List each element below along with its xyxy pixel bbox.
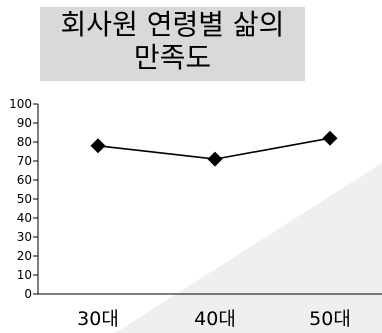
y-tick-label: 30 [17, 230, 32, 244]
data-point-marker [322, 130, 338, 146]
y-tick-label: 90 [17, 116, 32, 130]
data-series [90, 130, 338, 167]
x-category-label: 40대 [194, 308, 236, 330]
y-tick-label: 40 [17, 211, 32, 225]
data-point-marker [90, 138, 106, 154]
data-point-marker [207, 151, 223, 167]
y-tick-label: 0 [24, 287, 32, 301]
chart-title-background [40, 7, 305, 81]
background-wedge [115, 163, 382, 333]
x-category-label: 30대 [77, 308, 119, 330]
y-tick-label: 70 [17, 154, 32, 168]
x-category-label: 50대 [309, 308, 351, 330]
y-tick-label: 20 [17, 249, 32, 263]
y-axis: 0 10 20 30 40 50 60 70 80 90 100 [9, 97, 39, 301]
y-tick-label: 10 [17, 268, 32, 282]
chart-title: 회사원 연령별 삶의 만족도 [60, 8, 285, 74]
y-tick-label: 50 [17, 192, 32, 206]
y-tick-label: 60 [17, 173, 32, 187]
x-axis: 30대 40대 50대 [38, 293, 382, 330]
y-tick-label: 80 [17, 135, 32, 149]
y-tick-label: 100 [9, 97, 32, 111]
